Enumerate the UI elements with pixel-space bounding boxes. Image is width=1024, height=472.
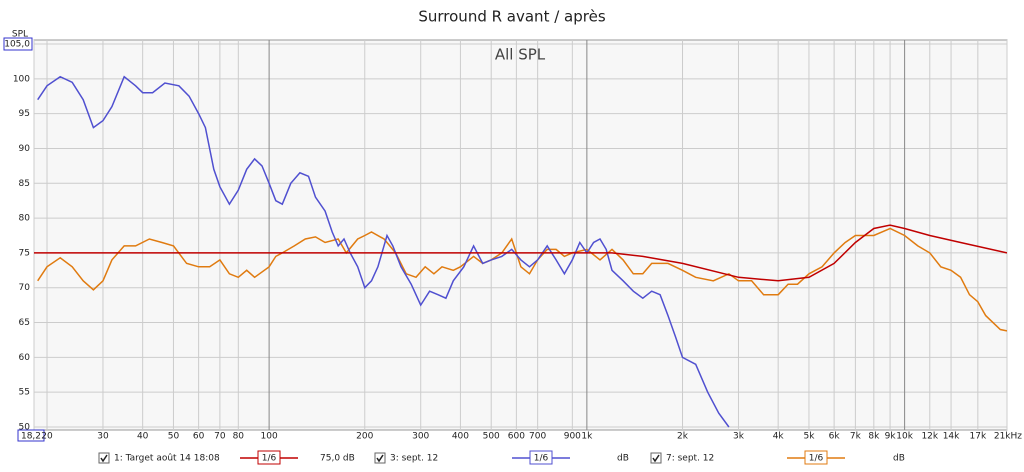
x-tick-label: 3k: [733, 432, 745, 442]
legend-checkbox[interactable]: [98, 452, 110, 464]
checkmark: [652, 454, 660, 463]
x-tick-label: 6k: [829, 432, 841, 442]
legend-level: dB: [617, 454, 629, 464]
x-tick-label: 70: [214, 432, 226, 442]
plot-background: [33, 39, 1008, 431]
x-tick-label: 8k: [868, 432, 880, 442]
smoothing-box: [529, 450, 553, 465]
y-tick-label: 105,0: [4, 40, 30, 50]
y-tick-label: 60: [19, 353, 31, 363]
y-tick-label: 75: [19, 248, 30, 258]
x-tick-label: 900: [564, 432, 581, 442]
x-tick-label: 100: [261, 432, 278, 442]
y-limit-box: [3, 37, 33, 51]
y-tick-label: 80: [19, 214, 31, 224]
x-limit-box: [17, 429, 45, 442]
x-tick-label: 4k: [773, 432, 785, 442]
x-tick-label: 7k: [850, 432, 862, 442]
x-tick-label: 200: [356, 432, 373, 442]
x-tick-label: 9k: [885, 432, 897, 442]
x-tick-label: 30: [97, 432, 109, 442]
x-tick-label: 700: [529, 432, 546, 442]
x-tick-label: 12k: [921, 432, 938, 442]
y-tick-label: 55: [19, 388, 30, 398]
x-tick-label: 20: [41, 432, 53, 442]
smoothing-box: [804, 450, 828, 465]
y-tick-label: 65: [19, 318, 30, 328]
x-tick-label: 300: [412, 432, 429, 442]
series-line: [37, 227, 1007, 332]
x-tick-label: 10k: [896, 432, 913, 442]
chart-subtitle: All SPL: [495, 46, 546, 64]
checkmark: [100, 454, 108, 463]
legend-label: 7: sept. 12: [666, 454, 714, 464]
series-line: [37, 75, 730, 428]
x-tick-label: 17k: [970, 432, 987, 442]
series-line: [34, 224, 1007, 282]
x-tick-label: 500: [483, 432, 500, 442]
legend-label: 1: Target août 14 18:08: [114, 454, 220, 464]
x-tick-label: 80: [233, 432, 245, 442]
y-tick-label: 95: [19, 109, 30, 119]
smoothing-box: [257, 450, 281, 465]
legend-level: 75,0 dB: [320, 454, 355, 464]
x-tick-label: 400: [452, 432, 469, 442]
smoothing-label[interactable]: 1/6: [809, 454, 824, 464]
x-tick-label: 60: [193, 432, 205, 442]
smoothing-label[interactable]: 1/6: [262, 454, 277, 464]
y-tick-label: 50: [19, 423, 31, 433]
smoothing-label[interactable]: 1/6: [534, 454, 549, 464]
x-tick-label: 18,2: [21, 432, 41, 442]
legend-checkbox[interactable]: [374, 452, 386, 464]
legend-label: 3: sept. 12: [390, 454, 438, 464]
y-tick-label: 85: [19, 179, 30, 189]
x-tick-label: 21kHz: [994, 432, 1022, 442]
x-tick-label: 5k: [803, 432, 815, 442]
chart-title: Surround R avant / après: [418, 8, 605, 26]
legend-level: dB: [893, 454, 905, 464]
x-tick-label: 600: [508, 432, 525, 442]
y-tick-label: 90: [19, 144, 31, 154]
y-axis-label: SPL: [12, 30, 28, 40]
checkmark: [376, 454, 384, 463]
y-tick-label: 100: [13, 74, 30, 84]
x-tick-label: 14k: [943, 432, 960, 442]
x-tick-label: 2k: [677, 432, 689, 442]
x-tick-label: 40: [137, 432, 149, 442]
x-tick-label: 50: [168, 432, 180, 442]
x-tick-label: 1k: [581, 432, 593, 442]
legend-checkbox[interactable]: [650, 452, 662, 464]
y-tick-label: 70: [19, 283, 31, 293]
